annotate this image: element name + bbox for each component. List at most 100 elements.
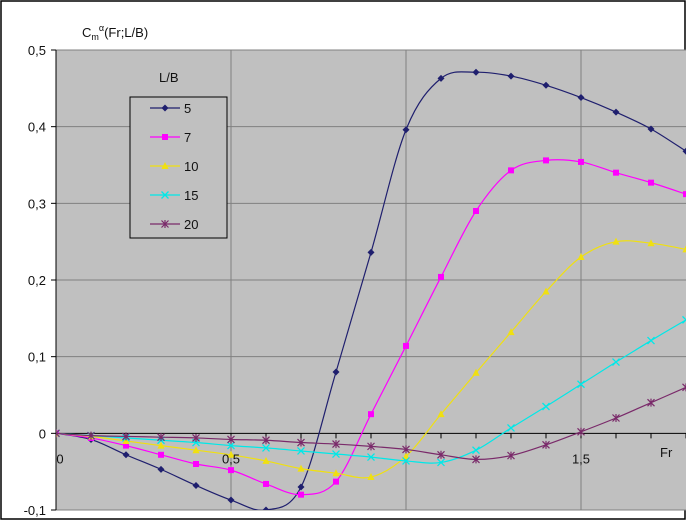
data-point-20 — [87, 431, 95, 440]
data-point-5 — [192, 481, 200, 489]
data-point-15 — [542, 402, 550, 411]
data-point-7 — [543, 157, 549, 164]
data-point-5 — [507, 72, 515, 80]
data-point-15 — [297, 447, 305, 455]
x-tick-label: 0 — [56, 451, 63, 466]
legend-label-5: 5 — [184, 101, 191, 116]
data-point-10 — [402, 452, 410, 460]
data-point-7 — [368, 411, 374, 418]
data-point-5 — [332, 368, 340, 376]
data-point-20 — [647, 398, 655, 407]
series-line-5 — [56, 71, 686, 510]
x-axis-title: Fr — [660, 445, 673, 460]
data-point-5 — [122, 451, 130, 459]
data-point-10 — [437, 410, 445, 418]
y-axis-title-args: (Fr;L/B) — [104, 25, 148, 40]
y-axis-title-main: C — [82, 25, 91, 40]
data-point-15 — [437, 458, 445, 467]
data-point-15 — [472, 446, 480, 455]
data-point-20 — [297, 438, 305, 447]
y-axis-title: Cmα(Fr;L/B) — [82, 23, 148, 42]
y-tick-label: 0 — [39, 426, 46, 441]
legend-marker-5 — [161, 104, 169, 112]
data-point-15 — [577, 380, 585, 389]
data-point-20 — [122, 432, 130, 441]
legend-label-15: 15 — [184, 188, 198, 203]
data-point-5 — [612, 108, 620, 116]
x-tick-label: 1,5 — [572, 451, 590, 466]
y-tick-label: 0,3 — [28, 196, 46, 211]
y-axis-title-sub: m — [91, 32, 99, 42]
data-point-20 — [367, 442, 375, 451]
data-point-15 — [507, 424, 515, 432]
data-point-10 — [542, 287, 550, 295]
data-point-7 — [298, 491, 304, 498]
data-point-10 — [647, 239, 655, 247]
data-point-15 — [612, 358, 620, 366]
data-point-20 — [157, 433, 165, 442]
data-point-20 — [56, 429, 60, 438]
data-point-5 — [367, 248, 375, 256]
data-point-7 — [333, 478, 339, 485]
data-point-5 — [647, 125, 655, 133]
data-point-10 — [122, 437, 130, 444]
data-point-15 — [367, 453, 375, 462]
legend-marker-20 — [161, 220, 169, 228]
data-point-5 — [157, 465, 165, 473]
legend-label-10: 10 — [184, 159, 198, 174]
legend-marker-10 — [161, 162, 169, 169]
data-point-7 — [158, 451, 164, 458]
data-point-15 — [647, 336, 655, 345]
tick-labels: -0,1 0 0,1 0,2 0,3 0,4 0,5 0 0,5 1,5 — [24, 43, 590, 518]
data-point-20 — [192, 433, 200, 442]
data-point-10 — [332, 469, 340, 477]
data-point-7 — [683, 191, 686, 198]
data-point-5 — [262, 506, 270, 510]
y-axis-title-sup: α — [99, 23, 104, 33]
data-point-20 — [612, 414, 620, 422]
data-point-15 — [402, 456, 410, 465]
data-point-7 — [263, 480, 269, 487]
data-point-7 — [578, 158, 584, 165]
data-point-5 — [542, 81, 550, 89]
data-point-5 — [437, 74, 445, 82]
data-point-7 — [438, 273, 444, 280]
data-point-10 — [507, 328, 515, 336]
series-lines — [56, 68, 686, 510]
data-point-10 — [157, 441, 165, 449]
legend-label-7: 7 — [184, 130, 191, 145]
data-point-5 — [472, 68, 480, 76]
data-point-5 — [577, 94, 585, 102]
data-point-20 — [262, 436, 270, 445]
data-point-7 — [403, 342, 409, 349]
data-point-20 — [227, 435, 235, 444]
y-tick-label: 0,1 — [28, 350, 46, 365]
data-point-10 — [472, 368, 480, 376]
data-point-20 — [507, 451, 515, 460]
data-point-15 — [262, 443, 270, 452]
data-point-20 — [402, 445, 410, 454]
y-tick-label: 0,2 — [28, 273, 46, 288]
series-20 — [56, 383, 686, 464]
data-point-10 — [612, 237, 620, 245]
data-point-20 — [472, 455, 480, 464]
legend: L/B 5 7 10 15 20 — [129, 70, 228, 239]
x-tick-label: 0,5 — [222, 451, 240, 466]
data-point-7 — [123, 442, 129, 449]
legend-title: L/B — [159, 70, 179, 85]
data-point-5 — [227, 496, 235, 504]
data-point-5 — [402, 126, 410, 134]
data-point-20 — [437, 450, 445, 459]
legend-label-20: 20 — [184, 217, 198, 232]
data-point-15 — [227, 441, 235, 450]
y-tick-label: 0,5 — [28, 43, 46, 58]
data-point-15 — [332, 450, 340, 458]
series-10 — [56, 237, 686, 481]
data-point-5 — [297, 483, 305, 491]
data-point-15 — [682, 315, 686, 324]
legend-marker-7 — [162, 134, 168, 140]
data-point-10 — [367, 473, 375, 481]
y-tick-label: 0,4 — [28, 120, 46, 135]
data-point-20 — [577, 427, 585, 436]
